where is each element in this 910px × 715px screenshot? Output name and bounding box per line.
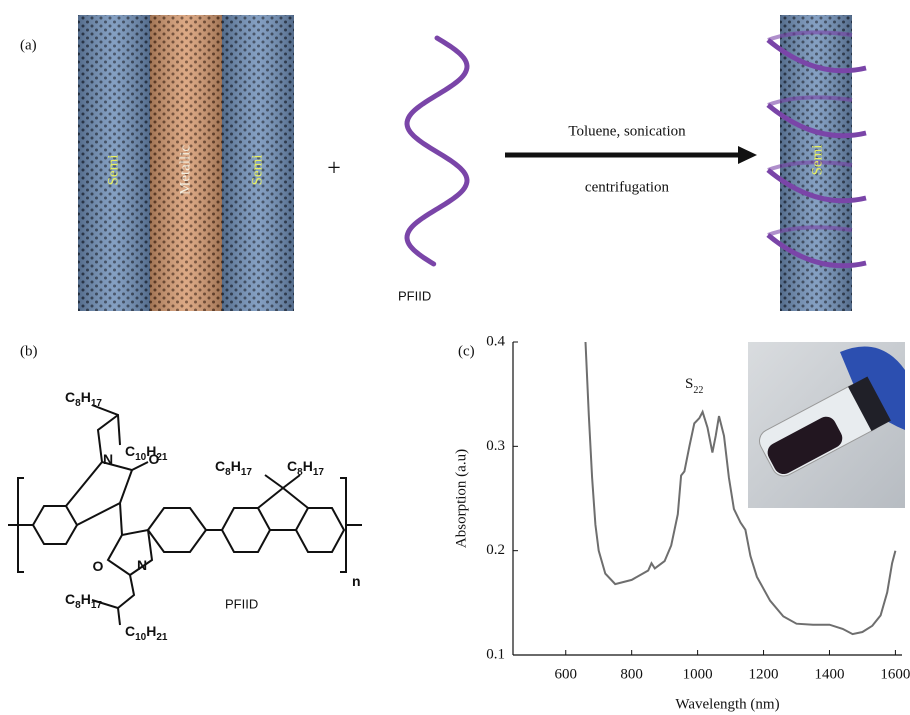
chain-label: C10H21 (125, 443, 168, 463)
atom-label: O (149, 451, 160, 467)
arrow-head (738, 146, 757, 164)
tube-label: Semi (809, 145, 825, 176)
y-tick-label: 0.3 (486, 438, 505, 454)
plus-sign: + (327, 156, 341, 182)
bond (132, 462, 148, 470)
annotation-text: S (685, 376, 693, 392)
atom-label: N (137, 557, 147, 573)
chain-label: C10H21 (125, 623, 168, 643)
ring (296, 508, 344, 552)
chain-label: C8H17 (65, 389, 102, 409)
ring (66, 462, 132, 525)
chain (118, 575, 134, 608)
atom-label: N (103, 451, 113, 467)
polymer-label: PFIID (225, 596, 258, 611)
ring (148, 508, 206, 552)
y-tick-label: 0.4 (486, 333, 505, 349)
x-tick-label: 800 (620, 666, 643, 682)
panel-label: (c) (458, 343, 475, 359)
figure: (a) Semi Metallic Semi + PFIID Toluene, … (0, 0, 910, 715)
tube-label: Semi (105, 155, 121, 186)
polymer-label: PFIID (398, 288, 431, 303)
polymer-helix (407, 38, 467, 264)
ring (258, 488, 308, 508)
tube-label: Semi (249, 155, 265, 186)
step-label: centrifugation (585, 179, 670, 195)
tube-label: Metallic (177, 145, 193, 195)
x-tick-label: 1200 (749, 666, 779, 682)
y-tick-label: 0.2 (486, 542, 505, 558)
inset-photo (748, 342, 905, 508)
chain-label: C8H17 (215, 458, 252, 478)
y-tick-label: 0.1 (486, 646, 505, 662)
step-label: Toluene, sonication (568, 123, 686, 139)
annotation-sub: 22 (693, 385, 703, 396)
x-tick-label: 600 (554, 666, 577, 682)
y-axis-label: Absorption (a.u) (453, 449, 469, 548)
atom-label: O (93, 558, 104, 574)
x-tick-label: 1600 (880, 666, 910, 682)
chain-label: C8H17 (65, 591, 102, 611)
x-tick-label: 1000 (683, 666, 713, 682)
chain-label: C8H17 (287, 458, 324, 478)
bond (265, 475, 283, 488)
x-tick-label: 1400 (814, 666, 844, 682)
atom-label: n (352, 573, 361, 589)
annotation: S22 (685, 376, 703, 395)
x-axis-label: Wavelength (nm) (675, 696, 779, 712)
bond (120, 503, 122, 535)
ring (33, 506, 77, 544)
panel-label: (a) (20, 37, 37, 53)
structure (8, 405, 362, 625)
panel-label: (b) (20, 343, 38, 359)
ring (222, 508, 270, 552)
